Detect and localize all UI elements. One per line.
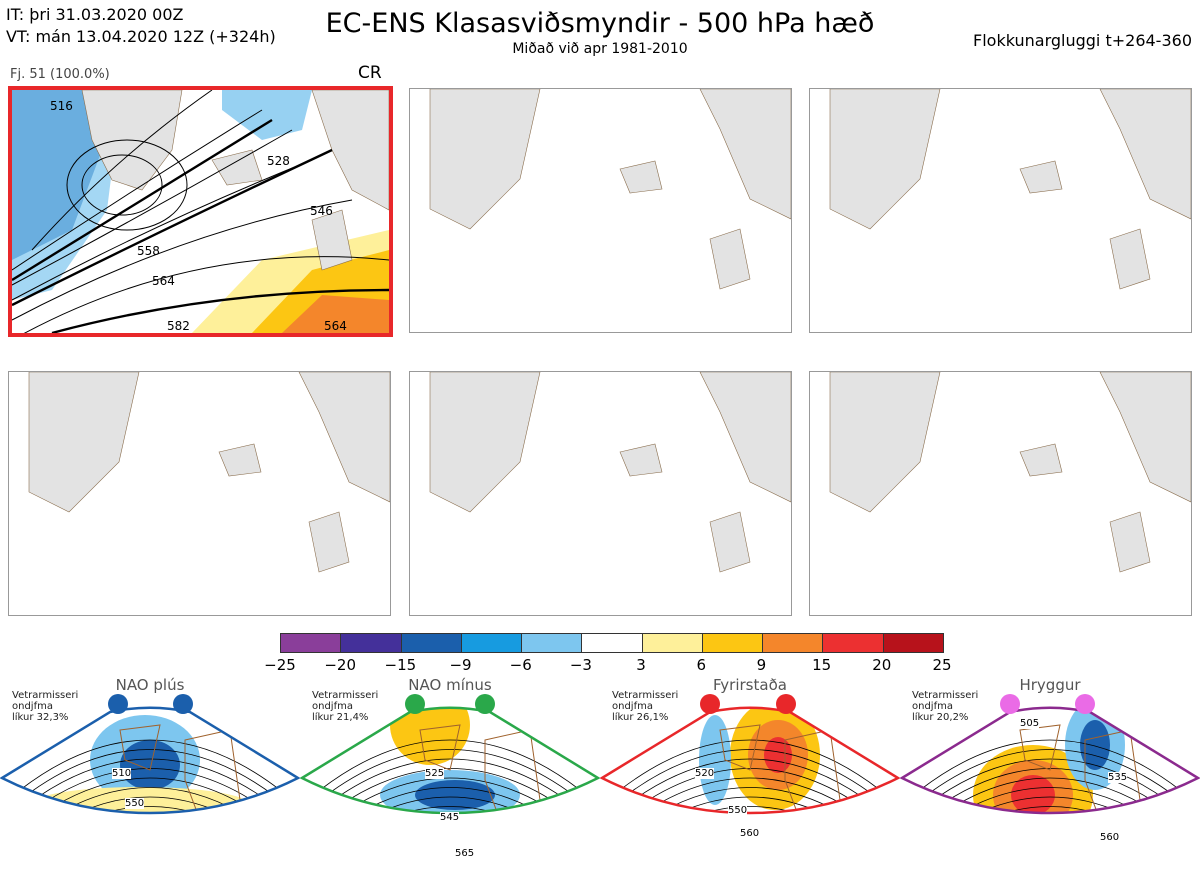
regime-center-dot xyxy=(475,694,495,714)
regime-map-4[interactable] xyxy=(899,670,1200,870)
map-panel-1[interactable]: 516 528 546 558 564 582 564 xyxy=(8,86,393,337)
regime-note: Vetrarmisseri ondjfma líkur 21,4% xyxy=(312,690,378,723)
regime-map-drawing xyxy=(599,694,901,815)
contour-label: 564 xyxy=(324,319,347,333)
colorbar-swatch xyxy=(883,634,943,652)
colorbar-tick-label: −9 xyxy=(449,656,472,674)
empty-map xyxy=(429,89,791,290)
regime-note-line: ondjfma xyxy=(912,701,953,712)
colorbar-tick-label: 15 xyxy=(812,656,832,674)
map-panel-2[interactable] xyxy=(409,88,792,333)
regime-contour-label: 560 xyxy=(1100,832,1120,843)
regime-center-dot xyxy=(405,694,425,714)
regime-name: NAO plús xyxy=(115,676,185,694)
colorbar-tick-label: 9 xyxy=(756,656,767,674)
map-panel-6[interactable] xyxy=(809,371,1192,616)
regime-note-line: Vetrarmisseri xyxy=(12,690,79,701)
regime-note-line: líkur 20,2% xyxy=(912,712,969,723)
colorbar-tick-label: −6 xyxy=(509,656,532,674)
regime-contour-label: 565 xyxy=(455,848,475,859)
regime-note-line: Vetrarmisseri xyxy=(912,690,979,701)
regime-note-line: ondjfma xyxy=(612,701,653,712)
regime-note: Vetrarmisseri ondjfma líkur 26,1% xyxy=(612,690,678,723)
colorbar-swatch xyxy=(461,634,523,652)
regime-center-dot xyxy=(700,694,720,714)
colorbar-tick-label: 25 xyxy=(932,656,952,674)
init-time: IT: þri 31.03.2020 00Z xyxy=(6,5,184,24)
regime-map-drawing xyxy=(299,694,601,815)
regime-map-drawing xyxy=(899,694,1200,815)
regime-name: NAO mínus xyxy=(408,676,492,694)
regime-note: Vetrarmisseri ondjfma líkur 20,2% xyxy=(912,690,978,723)
empty-map xyxy=(429,372,791,573)
regime-note-line: líkur 32,3% xyxy=(12,712,69,723)
valid-time: VT: mán 13.04.2020 12Z (+324h) xyxy=(6,27,276,46)
regime-center-dot xyxy=(173,694,193,714)
colorbar-tick-label: −15 xyxy=(384,656,417,674)
page-subtitle: Miðað við apr 1981-2010 xyxy=(512,41,688,57)
contour-label: 516 xyxy=(50,99,73,113)
regime-name: Hryggur xyxy=(1019,676,1081,694)
regime-contour-label: 510 xyxy=(112,768,132,779)
regime-contour-label: 535 xyxy=(1108,772,1128,783)
regime-note-line: ondjfma xyxy=(12,701,53,712)
regime-contour-label: 525 xyxy=(425,768,445,779)
contour-label: 558 xyxy=(137,244,160,258)
regime-note: Vetrarmisseri ondjfma líkur 32,3% xyxy=(12,690,78,723)
regime-center-dot xyxy=(1075,694,1095,714)
colorbar-tick-label: −3 xyxy=(569,656,592,674)
map-panel-5[interactable] xyxy=(409,371,792,616)
regime-map-3[interactable] xyxy=(599,670,901,870)
empty-map xyxy=(28,372,390,573)
colorbar-tick-label: −25 xyxy=(264,656,296,674)
colorbar-tick-label: −20 xyxy=(324,656,356,674)
colorbar-tick-label: 20 xyxy=(872,656,892,674)
regime-contour-label: 560 xyxy=(740,828,760,839)
colorbar-swatch xyxy=(401,634,462,652)
colorbar-swatch xyxy=(522,634,583,652)
regime-contour-label: 550 xyxy=(125,798,145,809)
colorbar-swatch xyxy=(763,634,824,652)
colorbar-swatch xyxy=(823,634,884,652)
panel-regime-code: CR xyxy=(358,63,382,83)
panel-member-count: Fj. 51 (100.0%) xyxy=(10,67,110,82)
contour-label: 564 xyxy=(152,274,175,288)
contour-label: 546 xyxy=(310,204,333,218)
empty-map xyxy=(829,89,1191,290)
cluster-map-1: 516 528 546 558 564 582 564 xyxy=(12,90,389,333)
regime-note-line: Vetrarmisseri xyxy=(612,690,679,701)
map-panel-3[interactable] xyxy=(809,88,1192,333)
colorbar-tick-label: 3 xyxy=(636,656,646,674)
contour-label: 582 xyxy=(167,319,190,333)
regime-note-line: Vetrarmisseri xyxy=(312,690,379,701)
regime-center-dot xyxy=(108,694,128,714)
regime-contour-label: 520 xyxy=(695,768,715,779)
colorbar-swatch xyxy=(702,634,764,652)
regime-note-line: líkur 21,4% xyxy=(312,712,369,723)
regime-center-dot xyxy=(1000,694,1020,714)
regime-contour-label: 550 xyxy=(728,805,748,816)
regime-center-dot xyxy=(776,694,796,714)
empty-map xyxy=(829,372,1191,573)
cluster-window: Flokkunargluggi t+264-360 xyxy=(973,31,1192,50)
colorbar-swatch xyxy=(582,634,643,652)
header-times: IT: þri 31.03.2020 00Z VT: mán 13.04.202… xyxy=(6,4,276,48)
regime-contour-label: 545 xyxy=(440,812,460,823)
colorbar xyxy=(280,633,944,653)
map-panel-4[interactable] xyxy=(8,371,391,616)
colorbar-swatch xyxy=(281,634,342,652)
regime-map-2[interactable] xyxy=(299,670,601,870)
colorbar-tick-label: 6 xyxy=(696,656,707,674)
regime-name: Fyrirstaða xyxy=(713,676,787,694)
colorbar-swatch xyxy=(642,634,703,652)
regime-note-line: líkur 26,1% xyxy=(612,712,669,723)
regime-note-line: ondjfma xyxy=(312,701,353,712)
page-title: EC-ENS Klasasviðsmyndir - 500 hPa hæð xyxy=(325,8,875,39)
colorbar-swatch xyxy=(341,634,402,652)
regime-contour-label: 505 xyxy=(1020,718,1040,729)
contour-label: 528 xyxy=(267,154,290,168)
